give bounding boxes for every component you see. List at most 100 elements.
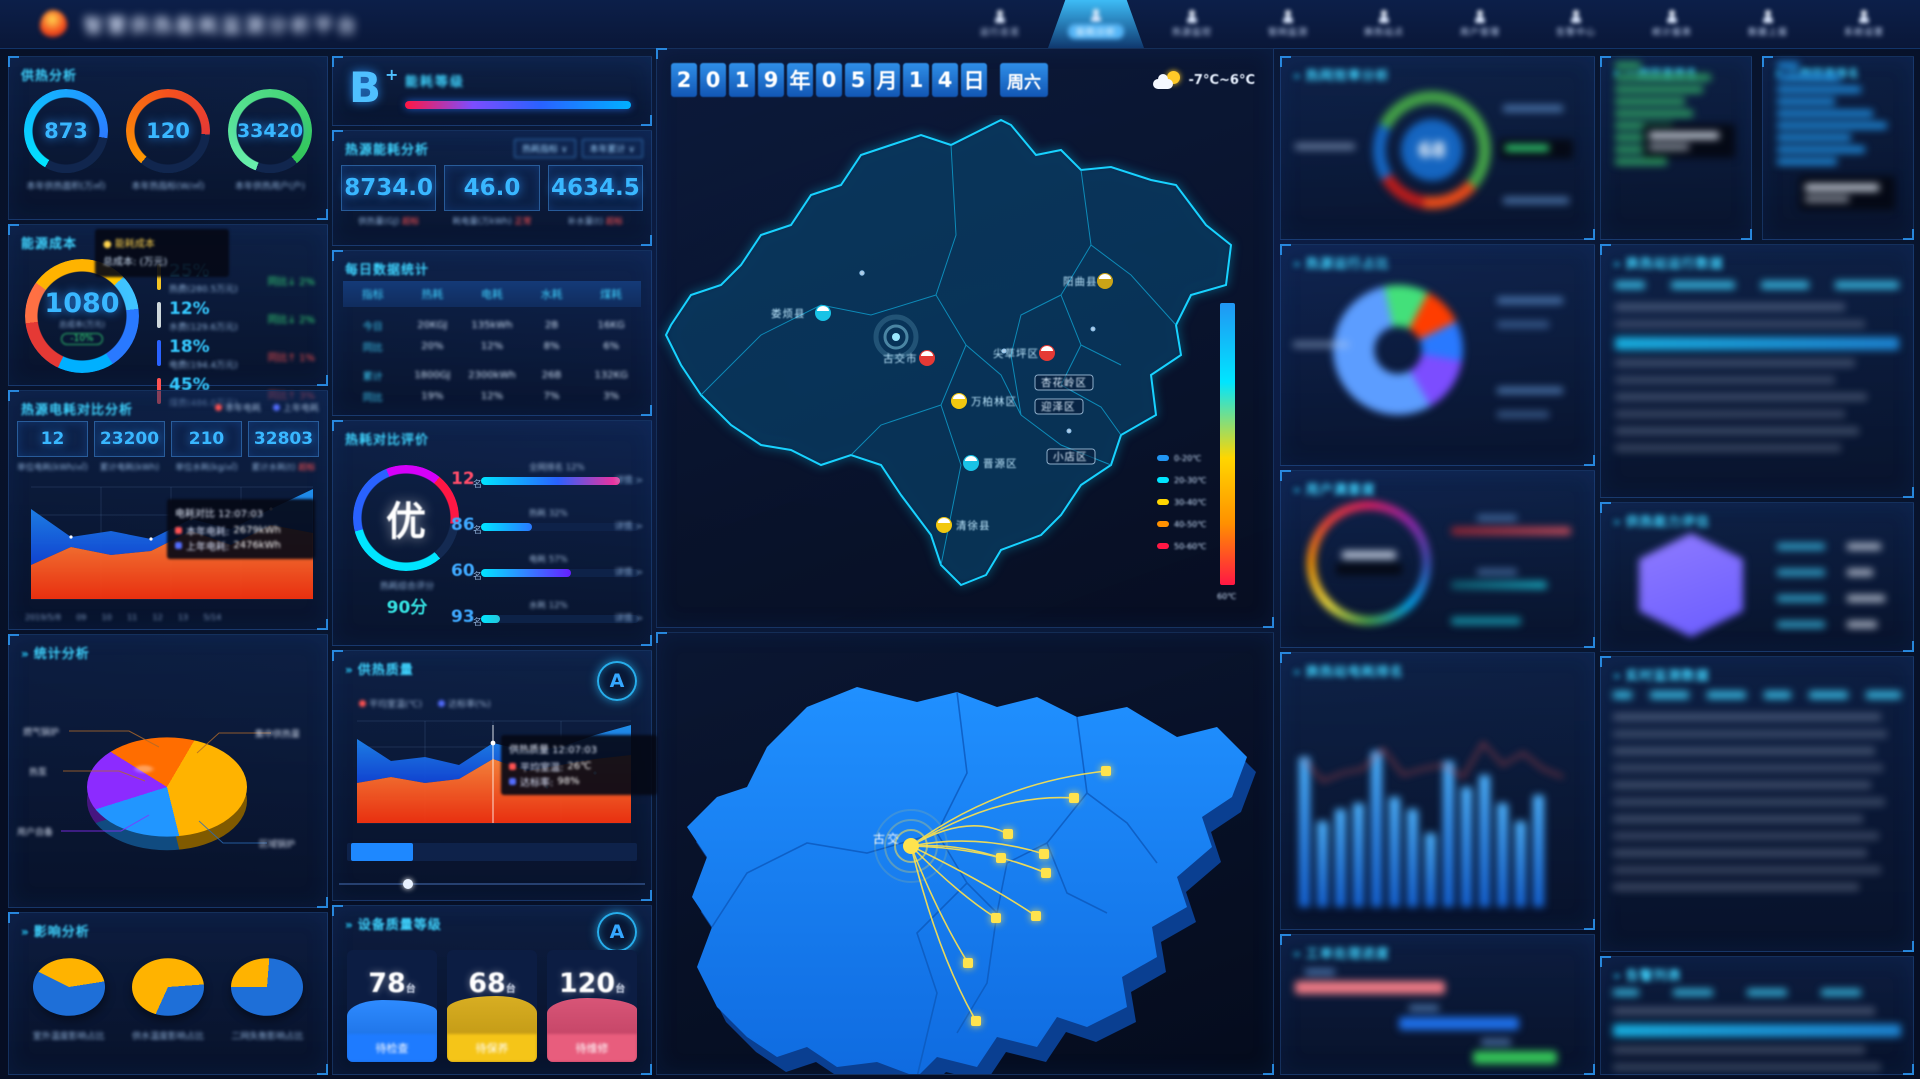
- nav-item-5[interactable]: 用户管理: [1432, 0, 1528, 48]
- panel-title: 供热分析: [21, 69, 78, 84]
- detail-link[interactable]: 详情 >: [614, 568, 643, 578]
- flow-nodes: [963, 766, 1111, 1026]
- tooltip-red-square: [175, 527, 182, 534]
- grade-gradient-bar: [405, 101, 631, 109]
- nav-item-6[interactable]: 告警中心: [1528, 0, 1624, 48]
- marker-gujiao[interactable]: 古交市: [883, 350, 935, 366]
- table-row[interactable]: 同比 20% 12% 8% 6%: [362, 341, 620, 354]
- svg-text:30-40℃: 30-40℃: [1174, 498, 1206, 507]
- marker-wanbailin[interactable]: 万柏林区: [951, 393, 1017, 409]
- rating-bar-row: 12 名 全网排名 12% 详情 >: [451, 463, 643, 490]
- flow-map-3d[interactable]: 古交: [657, 633, 1273, 1079]
- chip-metric[interactable]: 热耗指标 ∨: [514, 139, 576, 158]
- nav-user-icon: [1473, 10, 1487, 23]
- panel-power-compare: 热源电耗对比分析 本年电耗 上年电耗 12 单位电耗(kWh/㎡) 23200 …: [8, 390, 328, 630]
- weekday-badge: 周六: [1000, 63, 1048, 97]
- panel-title: 每日数据统计: [345, 263, 430, 278]
- energy-stats: 8734.0 供热量(GJ) 超标 46.0 耗电量(万kWh) 正常 4634…: [341, 165, 643, 227]
- quality-legend[interactable]: 平均室温(℃) 达标率(%): [359, 697, 491, 710]
- nav-item-1-active[interactable]: 能耗分析: [1048, 0, 1144, 48]
- marker-qingxu[interactable]: 清徐县: [936, 517, 991, 533]
- panel-daily-table: 每日数据统计 指标 热耗 电耗 水耗 煤耗 今日 20KGJ 135kWh 2B 16K…: [332, 250, 652, 416]
- district-map[interactable]: 娄烦县 古交市 阳曲县 尖草坪区 万柏林区 杏花岭区: [657, 115, 1273, 615]
- chip-range[interactable]: 本年累计 ∨: [581, 139, 643, 158]
- panel-capacity-hex: » 供热能力评估: [1600, 502, 1914, 652]
- table-row[interactable]: 累计 1800GJ 2300kWh 26B 132KG: [362, 370, 628, 383]
- nav-item-3[interactable]: 管网监测: [1240, 0, 1336, 48]
- chart-brush-track[interactable]: [347, 843, 637, 861]
- cost-tooltip: ● 能耗成本 总成本: (万元): [95, 229, 229, 277]
- impact-pie: 室外温度影响占比: [23, 950, 115, 1042]
- svg-text:迎泽区: 迎泽区: [1041, 401, 1076, 413]
- panel-title: » 统计分析: [21, 647, 90, 662]
- svg-text:娄烦县: 娄烦县: [771, 307, 806, 320]
- panel-impact: » 影响分析 室外温度影响占比 供水温度影响占比 二网失衡影响占比: [8, 912, 328, 1075]
- device-card-repair[interactable]: 120台 待维修: [547, 950, 637, 1062]
- tooltip-blue-square: [175, 542, 182, 549]
- nav-user-icon: [1761, 10, 1775, 23]
- nav-item-7[interactable]: 统计报表: [1624, 0, 1720, 48]
- gauge-area: 873 本年供热面积(万㎡): [24, 89, 108, 192]
- nav-item-4[interactable]: 换热站点: [1336, 0, 1432, 48]
- panel-energy-grade: B + 能耗等级: [332, 56, 652, 126]
- chart-legend[interactable]: 本年电耗 上年电耗: [214, 401, 319, 414]
- weather-widget: -7°C~6°C: [1152, 71, 1255, 89]
- marker-xinghualing[interactable]: 杏花岭区: [1034, 374, 1094, 391]
- grade-a-badge: A: [597, 661, 637, 701]
- temperature-range: -7°C~6°C: [1188, 72, 1255, 88]
- station-line-overlay: [1302, 741, 1564, 782]
- rating-bar-row: 86 名 热耗 32% 详情 >: [451, 509, 643, 536]
- svg-text:清徐县: 清徐县: [956, 519, 991, 532]
- cost-donut: 1080 总成本(万元) -10%: [25, 259, 139, 373]
- svg-text:尖草坪区: 尖草坪区: [993, 347, 1039, 360]
- table-row[interactable]: 同比 19% 12% 7% 3%: [362, 391, 620, 404]
- impact-pie: 二网失衡影响占比: [231, 951, 303, 1042]
- quality-tooltip: 供热质量 12:07:03 平均室温: 26℃ 达标率: 98%: [501, 735, 657, 795]
- panel-statistics-pie: » 统计分析 燃气锅炉 热泵 用户自备 集中供热量 区域锅炉: [8, 634, 328, 908]
- detail-link[interactable]: 详情 >: [614, 522, 643, 532]
- panel-device-grade: » 设备质量等级 A 78台 待检查 68台 待保养 120台 待维修: [332, 905, 652, 1075]
- timeline-handle[interactable]: [403, 879, 413, 889]
- nav-item-2[interactable]: 热源监控: [1144, 0, 1240, 48]
- marker-yingze[interactable]: 迎泽区: [1034, 398, 1084, 415]
- gauge-heat-index: 120 本年热指标(W/㎡): [126, 89, 210, 192]
- panel-title: » 用户满意度: [1293, 483, 1376, 498]
- device-card-check[interactable]: 78台 待检查: [347, 950, 437, 1062]
- hub-gujiao[interactable]: 古交: [873, 809, 948, 883]
- chart-brush-handle[interactable]: [351, 843, 413, 861]
- timeline-track[interactable]: [339, 879, 645, 889]
- gauge-row: 873 本年供热面积(万㎡) 120 本年热指标(W/㎡) 33420 本年供热…: [15, 89, 321, 192]
- power-stats: 12 单位电耗(kWh/㎡) 23200 累计电耗(kWh) 210 单位水耗(…: [17, 421, 319, 473]
- detail-link[interactable]: 详情 >: [614, 476, 643, 486]
- panel-supply-rank-1: »一网回温排名: [1600, 56, 1752, 240]
- rating-bar-row: 60 名 电耗 57% 详情 >: [451, 555, 643, 582]
- panel-title: » 热网效率分析: [1293, 69, 1390, 84]
- impact-pie-row: 室外温度影响占比 供水温度影响占比 二网失衡影响占比: [19, 950, 317, 1042]
- marker-loufan[interactable]: 娄烦县: [771, 305, 831, 321]
- app-logo-flame-icon: [40, 10, 67, 37]
- marker-xiaodian[interactable]: 小店区: [1046, 448, 1096, 465]
- gauge-users: 33420 本年供热用户(户): [228, 89, 312, 192]
- device-card-maintain[interactable]: 68台 待保养: [447, 950, 537, 1062]
- panel-alarm-table: » 告警列表: [1600, 956, 1914, 1075]
- detail-link[interactable]: 详情 >: [614, 614, 643, 624]
- panel-title: 能源成本: [21, 237, 78, 252]
- marker-jinyuan[interactable]: 晋源区: [963, 455, 1018, 471]
- panel-title: 热源电耗对比分析: [21, 403, 134, 418]
- svg-text:20-30℃: 20-30℃: [1174, 476, 1206, 485]
- top-bar: 智慧供热能耗监测分析平台 运行总览 能耗分析 热源监控 管网监测 换热站点 用户…: [0, 0, 1920, 49]
- nav-item-9[interactable]: 系统设置: [1816, 0, 1912, 48]
- panel-title: » 影响分析: [21, 925, 90, 940]
- nav-user-icon: [993, 10, 1007, 23]
- nav-item-0[interactable]: 运行总览: [952, 0, 1048, 48]
- table-row[interactable]: 今日 20KGJ 135kWh 2B 16KG: [362, 320, 625, 333]
- marker-jiancaoping[interactable]: 尖草坪区: [993, 345, 1055, 361]
- svg-text:阳曲县: 阳曲县: [1063, 276, 1098, 288]
- rating-score: 90分: [386, 598, 428, 618]
- panel-energy-analysis: 热源能耗分析 热耗指标 ∨ 本年累计 ∨ 8734.0 供热量(GJ) 超标 4…: [332, 130, 652, 246]
- nav-item-8[interactable]: 数据上报: [1720, 0, 1816, 48]
- temperature-legend: 0-20℃ 20-30℃ 30-40℃ 40-50℃ 50-60℃ 60℃: [1157, 303, 1236, 601]
- marker-yangqu[interactable]: 阳曲县: [1063, 273, 1113, 289]
- grade-letter: B: [349, 63, 382, 112]
- panel-station-power-rank: » 换热站电耗排名: [1280, 652, 1595, 930]
